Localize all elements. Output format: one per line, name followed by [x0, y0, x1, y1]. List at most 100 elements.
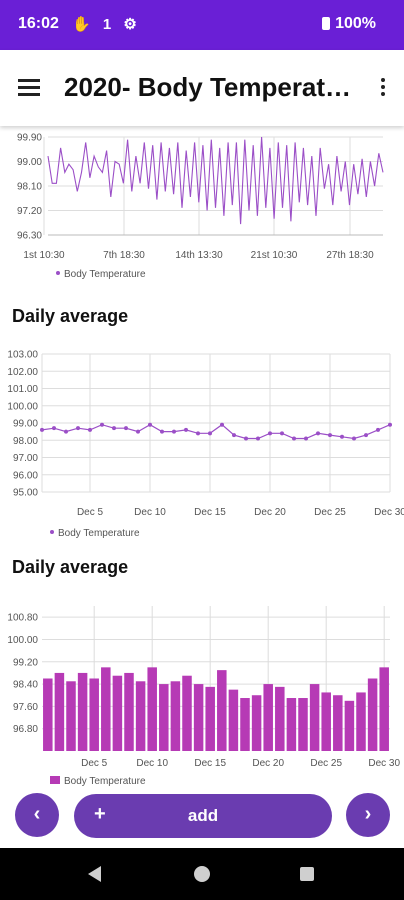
legend-label: Body Temperature [64, 776, 146, 787]
app-bar: 2020- Body Temperat… [0, 50, 404, 126]
x-tick-label: Dec 15 [194, 758, 226, 769]
bar [193, 684, 204, 751]
y-tick-label: 95.00 [13, 488, 38, 499]
data-point [124, 426, 128, 431]
x-tick-label: Dec 30 [374, 507, 404, 518]
data-point [304, 436, 308, 441]
bar [43, 678, 53, 751]
bar [170, 681, 181, 751]
bar [124, 672, 134, 751]
data-point [232, 433, 236, 438]
data-point [88, 427, 92, 432]
x-tick-label: Dec 10 [136, 758, 168, 769]
home-icon[interactable] [194, 866, 210, 882]
bar [54, 672, 65, 751]
data-point [376, 427, 380, 432]
data-point [268, 431, 272, 436]
bar [286, 698, 297, 751]
bar [89, 678, 99, 751]
data-point [316, 431, 320, 436]
data-point [352, 436, 356, 441]
hamburger-menu-icon[interactable] [18, 77, 40, 97]
data-point [196, 431, 200, 436]
y-tick-label: 99.00 [17, 157, 42, 168]
y-tick-label: 99.90 [17, 133, 42, 144]
section-title-daily-average-line: Daily average [12, 306, 129, 326]
data-point [208, 431, 212, 436]
data-point [160, 429, 164, 434]
readings-line-chart: 99.90 99.00 98.10 97.20 96.30 1st 10:30 7th 18… [17, 133, 384, 280]
x-tick-label: Dec 15 [194, 507, 226, 518]
x-tick-label: 27th 18:30 [326, 250, 374, 261]
bar [147, 667, 157, 751]
system-navigation-bar [0, 848, 404, 900]
add-button-label: add [187, 806, 219, 825]
data-point [280, 431, 284, 436]
bar [101, 667, 111, 751]
status-time: 16:02 [18, 15, 59, 32]
data-point [388, 422, 392, 427]
y-tick-label: 96.80 [13, 724, 38, 735]
previous-button[interactable]: ‹ [15, 793, 59, 837]
y-tick-label: 96.00 [13, 470, 38, 481]
y-tick-label: 100.00 [7, 401, 38, 412]
bar [228, 689, 239, 751]
data-point [52, 426, 56, 431]
data-point [40, 427, 44, 432]
more-vert-icon[interactable] [376, 77, 388, 97]
data-point [100, 422, 104, 427]
add-button[interactable]: + add [74, 794, 332, 838]
bar [112, 675, 123, 751]
y-tick-label: 98.40 [13, 680, 38, 691]
x-tick-label: Dec 5 [77, 507, 104, 518]
series-line [41, 423, 391, 440]
bar [356, 692, 366, 751]
daily-average-line-chart: 103.00 102.00 101.00 100.00 99.00 98.00 97.00 9… [7, 350, 404, 540]
y-tick-label: 97.60 [13, 702, 38, 713]
y-tick-label: 96.30 [17, 231, 42, 242]
bar [298, 698, 308, 751]
legend-marker [56, 271, 60, 275]
legend-marker [50, 776, 60, 784]
x-tick-label: Dec 5 [81, 758, 108, 769]
bar [344, 700, 355, 751]
x-tick-label: 14th 13:30 [175, 250, 223, 261]
bar [333, 695, 343, 751]
y-tick-label: 98.10 [17, 182, 42, 193]
y-tick-label: 103.00 [7, 350, 38, 361]
y-tick-label: 98.00 [13, 436, 38, 447]
x-tick-label: Dec 25 [314, 507, 346, 518]
bar [205, 686, 215, 751]
data-point [148, 422, 152, 427]
data-point [244, 436, 248, 441]
bar [159, 684, 169, 751]
data-point [136, 429, 140, 434]
next-button[interactable]: › [346, 793, 390, 837]
notification-icons: ✋ 1 ⚙ [72, 16, 141, 33]
series-line [47, 136, 384, 225]
page-title: 2020- Body Temperat… [64, 72, 352, 102]
x-tick-label: Dec 20 [252, 758, 284, 769]
back-icon[interactable] [88, 866, 101, 882]
plus-icon: + [94, 803, 106, 825]
x-tick-label: Dec 25 [310, 758, 342, 769]
recents-icon[interactable] [300, 867, 314, 881]
status-bar: 16:02 ✋ 1 ⚙ 100% [0, 0, 404, 50]
y-tick-label: 99.00 [13, 419, 38, 430]
y-tick-label: 100.00 [7, 635, 38, 646]
data-point [292, 436, 296, 441]
bar [135, 681, 146, 751]
bar [251, 695, 262, 751]
battery-level: 100% [335, 15, 376, 32]
bar [77, 672, 88, 751]
x-tick-label: Dec 30 [368, 758, 400, 769]
y-tick-label: 99.20 [13, 657, 38, 668]
data-point [328, 433, 332, 438]
bar [263, 684, 273, 751]
bar [217, 670, 227, 751]
data-point [364, 433, 368, 438]
section-title-daily-average-bar: Daily average [12, 557, 129, 577]
data-point [76, 426, 80, 431]
y-tick-label: 97.20 [17, 206, 42, 217]
x-tick-label: Dec 20 [254, 507, 286, 518]
